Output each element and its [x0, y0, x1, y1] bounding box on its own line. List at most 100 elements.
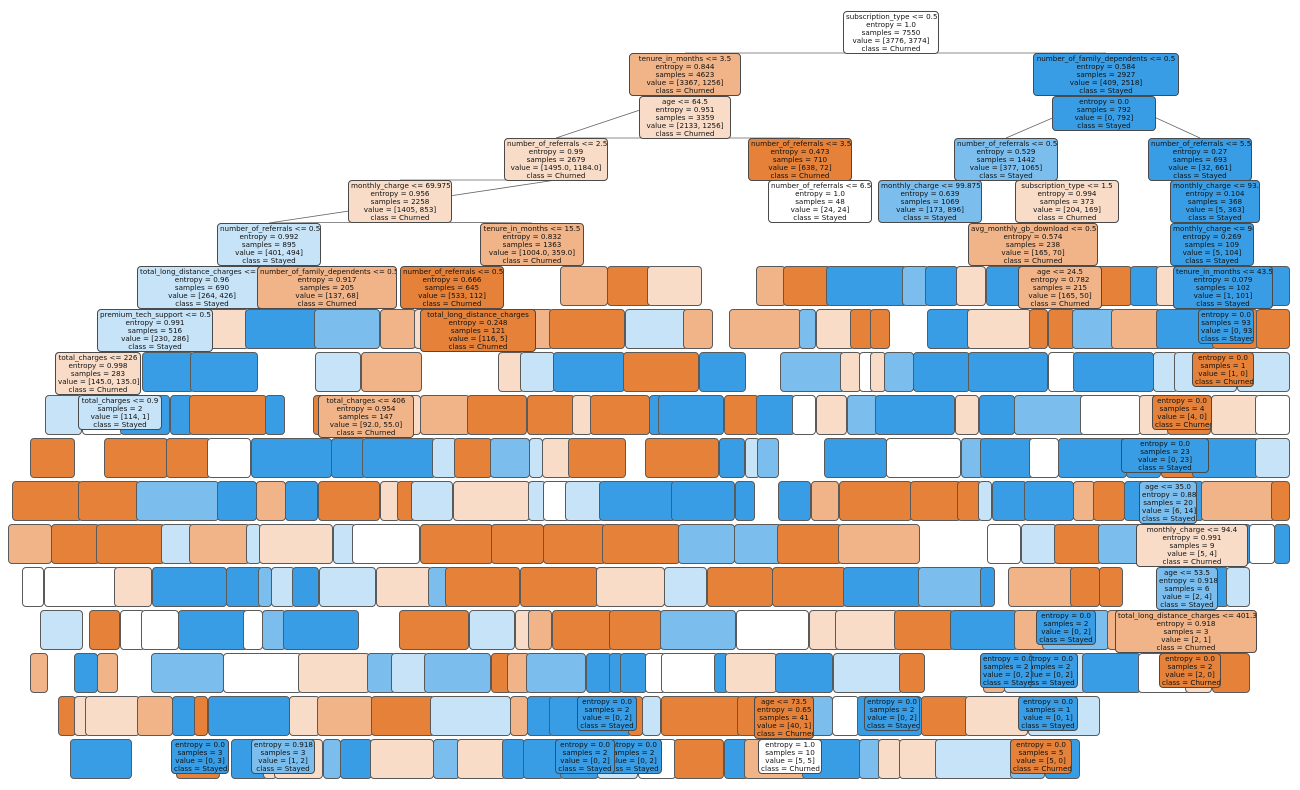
node-text: value = [0, 2]: [1041, 627, 1091, 636]
tree-node: [1111, 309, 1161, 349]
node-text: entropy = 0.918: [1159, 576, 1218, 585]
tree-node: [1271, 481, 1290, 521]
tree-node: total_long_distance_charges <= 0.5 entrop…: [137, 266, 267, 309]
node-text: class = Stayed: [793, 213, 847, 222]
node-text: samples = 2927: [1076, 70, 1136, 79]
tree-node: [161, 524, 194, 564]
tree-node: [292, 567, 319, 607]
node-text: entropy = 0.269: [1182, 232, 1242, 241]
node-text: class = Churned: [502, 256, 562, 265]
tree-node: [1274, 524, 1290, 564]
tree-node: [1058, 438, 1127, 478]
tree-node: [1072, 309, 1116, 349]
node-text: value = [165, 70]: [1001, 248, 1065, 257]
node-text: class = Stayed: [242, 256, 296, 265]
node-text: total_charges <= 406: [326, 396, 406, 405]
tree-node: number_of_referrals <= 3.5 entropy = 0.47…: [748, 138, 852, 181]
tree-node: age <= 24.5 entropy = 0.782 samples = 215 v…: [1018, 266, 1102, 309]
tree-node: [420, 395, 470, 435]
tree-node: [956, 266, 986, 306]
node-text: value = [2133, 1256]: [646, 121, 724, 130]
tree-node: tenure_in_months <= 15.5 entropy = 0.832 s…: [480, 223, 584, 266]
node-text: class = Churned: [761, 764, 820, 773]
node-text: class = Stayed: [128, 342, 182, 351]
tree-node: entropy = 0.0 samples = 792 value = [0, 79…: [1052, 96, 1156, 131]
tree-node: [498, 352, 524, 392]
node-text: samples = 10: [765, 748, 815, 757]
tree-node: [370, 739, 434, 779]
tree-node: entropy = 0.0 samples = 93 value = [0, 93]…: [1198, 309, 1254, 344]
tree-node: [151, 653, 224, 693]
node-text: class = Stayed: [93, 420, 147, 429]
node-text: class = Churned: [1003, 256, 1063, 265]
tree-node: [957, 481, 982, 521]
tree-node: [661, 653, 718, 693]
node-text: value = [1004.0, 359.0]: [488, 248, 576, 257]
tree-node: [978, 481, 992, 521]
tree-node: age <= 64.5 entropy = 0.951 samples = 3359…: [639, 96, 731, 139]
node-text: total_charges <= 0.9: [81, 396, 159, 405]
node-text: value = [4, 0]: [1157, 412, 1207, 421]
node-text: samples = 693: [1172, 155, 1228, 164]
tree-node: [1014, 395, 1085, 435]
tree-node: [899, 653, 925, 693]
node-text: entropy = 0.0: [582, 697, 632, 706]
node-text: value = [5, 104]: [1182, 248, 1242, 257]
tree-node: [259, 524, 333, 564]
node-text: samples = 283: [70, 369, 126, 378]
node-text: samples = 710: [772, 155, 828, 164]
node-text: entropy = 0.0: [607, 740, 657, 749]
tree-node: [289, 696, 320, 736]
node-text: samples = 3: [177, 748, 223, 757]
node-text: class = Stayed: [1021, 721, 1075, 730]
tree-node: [552, 610, 613, 650]
tree-node: [658, 395, 724, 435]
tree-node: [979, 395, 1015, 435]
node-text: samples = 2: [1043, 619, 1089, 628]
tree-node: age <= 35.0 entropy = 0.881 samples = 20 va…: [1139, 481, 1197, 524]
tree-node: [318, 481, 380, 521]
tree-node: [520, 352, 555, 392]
tree-node: [756, 395, 795, 435]
node-text: class = Stayed: [983, 678, 1032, 687]
tree-node: [1048, 352, 1076, 392]
node-text: class = Churned: [370, 213, 430, 222]
node-text: entropy = 0.104: [1185, 189, 1245, 198]
node-text: entropy = 0.998: [68, 361, 128, 370]
node-text: monthly_charge <= 94.5: [1173, 224, 1253, 233]
node-text: entropy = 0.991: [125, 318, 185, 327]
tree-node: entropy = 0.0 samples = 2 value = [0, 2] cl…: [980, 653, 1032, 688]
tree-node: [835, 610, 898, 650]
node-text: samples = 23: [1140, 447, 1190, 456]
tree-node: [371, 696, 435, 736]
node-text: samples = 373: [1039, 197, 1095, 206]
node-text: value = [0, 792]: [1074, 113, 1134, 122]
tree-node: subscription_type <= 1.5 entropy = 0.994 s…: [1015, 180, 1119, 223]
tree-node: [1024, 481, 1074, 521]
tree-node: [1226, 567, 1250, 607]
tree-node: number_of_referrals <= 5.5 entropy = 0.27…: [1148, 138, 1252, 181]
tree-node: [85, 696, 140, 736]
tree-node: [453, 481, 530, 521]
tree-node: [8, 524, 52, 564]
tree-node: [314, 309, 380, 349]
tree-node: [987, 524, 1021, 564]
node-text: value = [2, 0]: [1165, 670, 1215, 679]
tree-node: [778, 481, 811, 521]
node-text: value = [638, 72]: [768, 163, 832, 172]
tree-node: [799, 309, 816, 349]
node-text: class = Stayed: [1021, 678, 1075, 687]
tree-node: [331, 438, 366, 478]
node-text: monthly_charge <= 94.4: [1146, 525, 1238, 534]
tree-node: entropy = 0.0 samples = 2 value = [0, 2] cl…: [577, 696, 637, 731]
tree-node: [780, 352, 845, 392]
tree-node: age <= 53.5 entropy = 0.918 samples = 6 val…: [1156, 567, 1218, 610]
node-text: class = Stayed: [580, 721, 634, 730]
tree-node: [457, 739, 506, 779]
node-text: samples = 2: [584, 705, 630, 714]
node-text: value = [32, 661]: [1168, 163, 1232, 172]
node-text: number_of_referrals <= 3.5: [751, 139, 852, 148]
node-text: monthly_charge <= 93.875: [1173, 181, 1259, 190]
node-text: value = [137, 68]: [295, 291, 359, 300]
tree-node: [1070, 567, 1100, 607]
